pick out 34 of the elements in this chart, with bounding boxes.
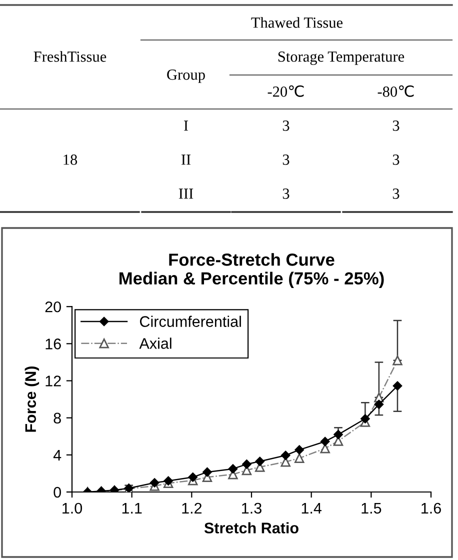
text: 3 [282,188,290,199]
x-tick-label: 1.0 [62,502,82,514]
y-axis-title: Force (N) [24,366,40,432]
x-tick-label: 1.4 [302,502,322,514]
legend-label: Axial [139,338,172,349]
text: FreshTissue [34,51,106,62]
text: 3 [392,154,400,165]
text: I [184,120,188,131]
y-tick-label: 8 [54,412,61,424]
y-tick-label: 4 [53,450,62,460]
x-axis-title: Stretch Ratio [204,522,298,534]
y-tick-label: 0 [54,486,61,498]
text: 18 [64,154,78,165]
text: Storage Temperature [278,52,404,65]
x-tick-label: 1.1 [122,502,142,514]
y-tick-label: 16 [46,338,61,350]
legend-label: Circumferential [140,316,241,327]
text: 3 [392,120,400,131]
text: 3 [282,154,290,165]
text: 3 [282,120,290,131]
y-tick-label: 12 [46,376,61,386]
y-tick-label: 20 [45,301,61,312]
text: Group [167,70,205,83]
x-tick-label: 1.6 [422,502,441,514]
text: III [178,188,194,199]
chart-title: Force-Stretch Curve Median & Percentile (75% - 25%) [120,253,384,288]
text: Thawed Tissue [251,17,343,28]
text: -20℃ [268,85,304,97]
text: II [181,154,191,165]
x-tick-label: 1.5 [362,502,382,514]
x-tick-label: 1.2 [182,502,202,514]
text: -80℃ [378,85,414,97]
x-tick-label: 1.3 [242,502,262,514]
text: 3 [392,188,400,199]
